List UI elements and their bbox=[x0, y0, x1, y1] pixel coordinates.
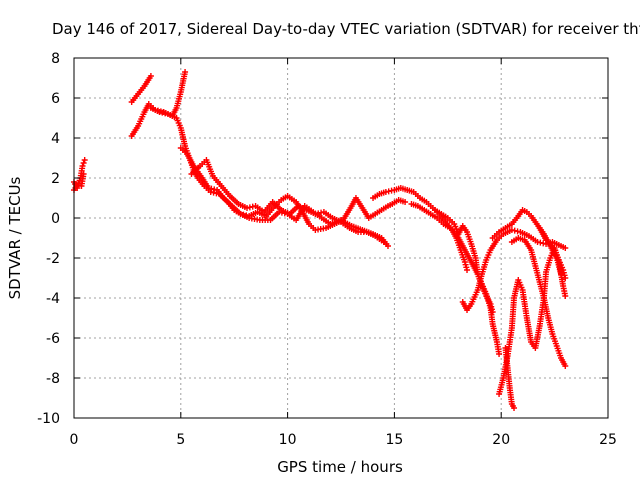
axis-ticks: 0 5 10 15 20 25 -10 -8 -6 -4 -2 0 2 4 6 8 bbox=[37, 51, 617, 448]
x-tick-label: 10 bbox=[279, 432, 297, 448]
data-point-marker bbox=[81, 157, 88, 163]
y-tick-label: 6 bbox=[51, 91, 60, 107]
y-tick-label: 8 bbox=[51, 51, 60, 67]
y-tick-label: -2 bbox=[46, 251, 60, 267]
data-point-marker bbox=[511, 405, 518, 411]
y-tick-label: -8 bbox=[46, 371, 60, 387]
data-point-marker bbox=[182, 69, 189, 75]
x-tick-label: 0 bbox=[70, 432, 79, 448]
data-point-marker bbox=[496, 351, 503, 357]
x-axis-label: GPS time / hours bbox=[277, 458, 403, 476]
data-point-marker bbox=[147, 73, 154, 79]
data-point-marker bbox=[562, 245, 569, 251]
y-tick-label: -10 bbox=[37, 411, 60, 427]
y-tick-label: -4 bbox=[46, 291, 60, 307]
data-point-marker bbox=[464, 267, 471, 273]
x-tick-label: 20 bbox=[492, 432, 510, 448]
data-point-marker bbox=[402, 199, 409, 205]
data-point-marker bbox=[80, 171, 87, 177]
y-tick-label: 2 bbox=[51, 171, 60, 187]
y-tick-label: -6 bbox=[46, 331, 60, 347]
data-point-marker bbox=[384, 243, 391, 249]
data-point-marker bbox=[562, 275, 569, 281]
data-point-marker bbox=[79, 163, 86, 169]
x-tick-label: 15 bbox=[385, 432, 403, 448]
y-tick-label: 4 bbox=[51, 131, 60, 147]
grid-lines bbox=[74, 58, 608, 418]
chart-title: Day 146 of 2017, Sidereal Day-to-day VTE… bbox=[52, 20, 640, 38]
data-point-marker bbox=[489, 309, 496, 315]
data-point-marker bbox=[562, 293, 569, 299]
data-point-marker bbox=[80, 160, 87, 166]
plot-frame bbox=[73, 57, 609, 419]
x-tick-label: 25 bbox=[599, 432, 617, 448]
y-tick-label: 0 bbox=[51, 211, 60, 227]
data-point-marker bbox=[562, 363, 569, 369]
data-points bbox=[71, 69, 569, 411]
y-axis-label: SDTVAR / TECUs bbox=[6, 176, 24, 299]
x-tick-label: 5 bbox=[176, 432, 185, 448]
data-point-marker bbox=[380, 239, 387, 245]
